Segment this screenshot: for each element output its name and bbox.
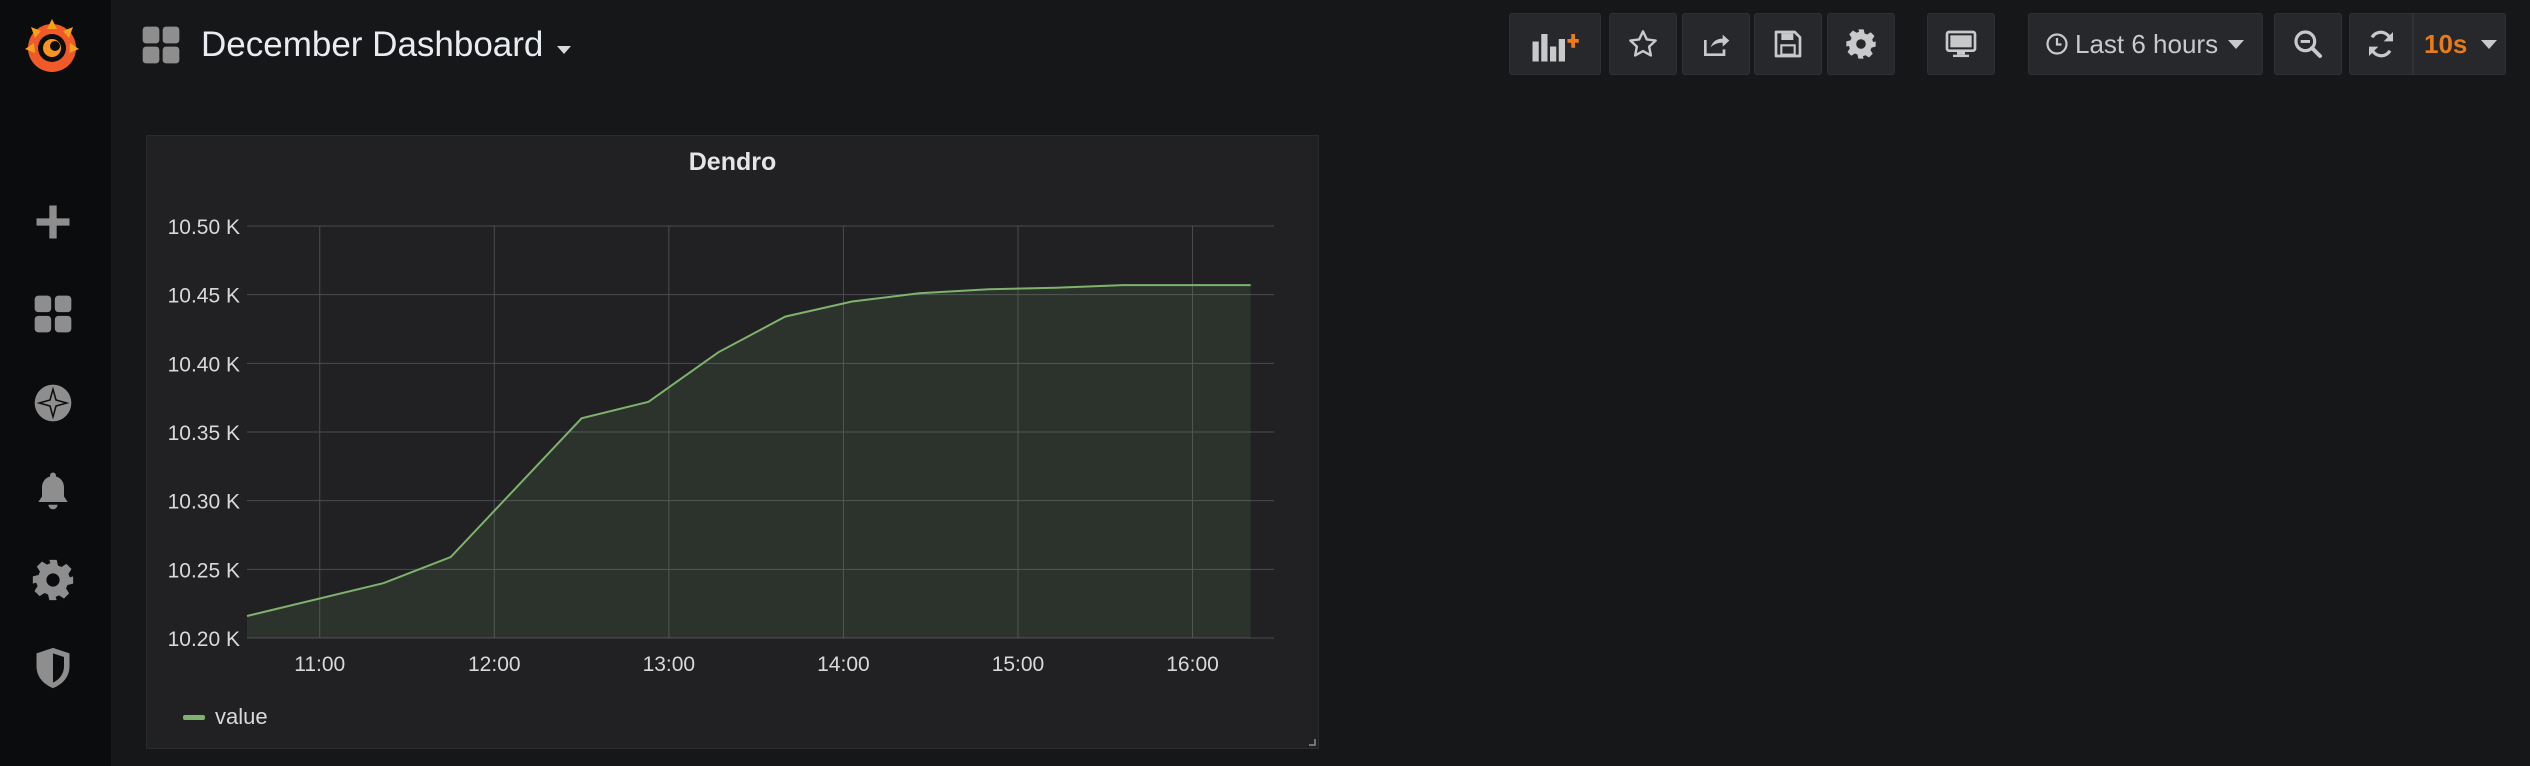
y-tick-label: 10.35 K	[168, 422, 240, 445]
add-panel-button[interactable]	[1509, 13, 1601, 75]
y-tick-label: 10.20 K	[168, 628, 240, 651]
x-tick-label: 14:00	[817, 653, 870, 676]
refresh-icon	[2369, 30, 2393, 58]
x-tick-label: 15:00	[992, 653, 1045, 676]
share-button[interactable]	[1682, 13, 1750, 75]
zoom-out-icon	[2294, 30, 2322, 58]
grafana-logo[interactable]	[17, 11, 87, 81]
caret-down-icon	[2228, 39, 2245, 49]
refresh-interval-picker[interactable]: 10s	[2413, 13, 2506, 75]
panel-title[interactable]: Dendro	[688, 148, 777, 176]
monitor-icon	[1945, 30, 1977, 58]
graph-panel: Dendro 10.20 K 10.25 K 10.30 K 10.35 K 10.40…	[146, 135, 1319, 749]
time-range-picker[interactable]: Last 6 hours	[2028, 13, 2263, 75]
add-panel-icon	[1532, 34, 1579, 62]
star-button[interactable]	[1609, 13, 1677, 75]
y-tick-label: 10.50 K	[168, 216, 240, 239]
zoom-out-button[interactable]	[2274, 13, 2342, 75]
x-tick-label: 16:00	[1166, 653, 1219, 676]
time-range-label: Last 6 hours	[2075, 28, 2219, 59]
gear-icon	[1846, 29, 1876, 59]
caret-down-icon	[2481, 39, 2498, 49]
x-tick-label: 13:00	[643, 653, 696, 676]
navbar: December Dashboard	[111, 0, 2530, 90]
share-icon	[1704, 34, 1730, 56]
shield-icon[interactable]	[22, 637, 84, 699]
refresh-interval-label: 10s	[2424, 28, 2468, 59]
save-icon	[1774, 30, 1802, 58]
dashboard-settings-button[interactable]	[1827, 13, 1895, 75]
clock-icon	[2046, 33, 2068, 55]
legend-swatch	[183, 714, 205, 720]
gear-icon[interactable]	[22, 549, 84, 611]
dashboards-icon[interactable]	[22, 283, 84, 345]
page-title: December Dashboard	[201, 25, 544, 64]
bell-icon[interactable]	[22, 460, 84, 522]
graph-chart[interactable]: 10.20 K 10.25 K 10.30 K 10.35 K 10.40 K 10.45…	[147, 136, 1320, 750]
series-line	[246, 284, 1251, 617]
y-tick-label: 10.30 K	[168, 491, 240, 514]
series-area	[247, 285, 1251, 638]
caret-down-icon	[557, 46, 572, 54]
y-tick-label: 10.40 K	[168, 353, 240, 376]
dashboard-picker[interactable]: December Dashboard	[141, 22, 572, 68]
star-icon	[1629, 30, 1657, 57]
compass-icon[interactable]	[22, 372, 84, 434]
x-tick-label: 12:00	[468, 653, 521, 676]
x-tick-label: 11:00	[294, 653, 345, 676]
save-button[interactable]	[1754, 13, 1822, 75]
y-tick-label: 10.45 K	[168, 285, 240, 308]
side-menu	[0, 0, 111, 766]
apps-icon	[141, 25, 181, 65]
y-tick-label: 10.25 K	[168, 559, 240, 582]
refresh-button[interactable]	[2349, 13, 2413, 75]
legend-label: value	[215, 704, 268, 729]
plus-icon[interactable]	[22, 191, 84, 253]
tv-mode-button[interactable]	[1927, 13, 1995, 75]
legend-item[interactable]: value	[183, 704, 268, 730]
resize-handle-icon[interactable]	[1306, 736, 1316, 746]
